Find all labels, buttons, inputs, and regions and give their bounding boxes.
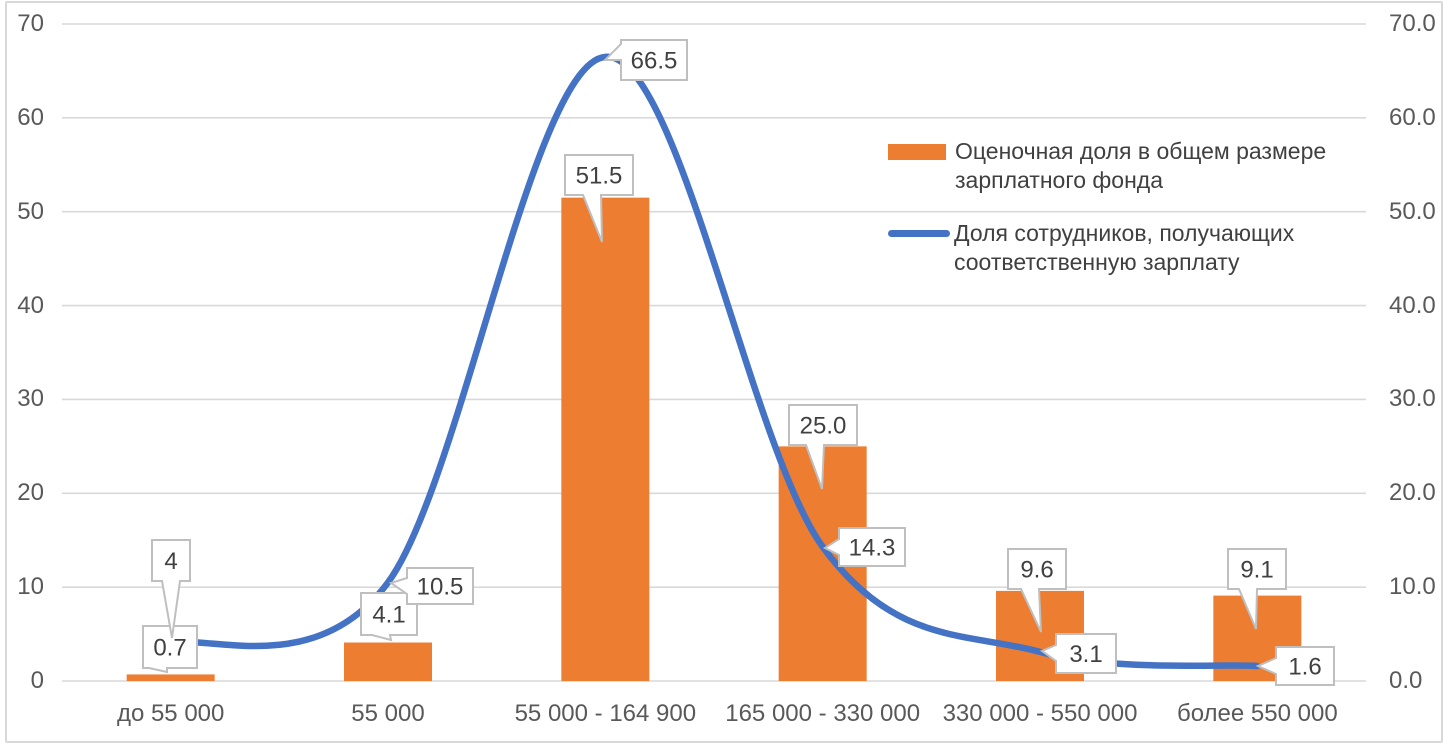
line-series [167,53,1261,670]
data-callout [388,567,474,605]
data-callout [564,154,634,243]
legend-label-line-series: Доля сотрудников, получающих соответстве… [954,220,1295,275]
legend-entry-line-series: Доля сотрудников, получающих соответстве… [888,219,1368,277]
data-callout-value: 4 [164,548,177,575]
data-callout [602,39,688,81]
data-callout-value: 14.3 [849,535,896,562]
data-callout [142,625,198,674]
data-callout [151,539,191,639]
data-callout-value: 0.7 [153,635,186,662]
data-callout-value: 4.1 [372,602,405,629]
data-callout-value: 25.0 [800,413,847,440]
data-callout-value: 3.1 [1069,641,1102,668]
data-callout [1227,548,1287,630]
data-callout-value: 9.6 [1020,557,1053,584]
legend-label-bar-series: Оценочная доля в общем размере зарплатно… [955,138,1327,193]
legend: Оценочная доля в общем размере зарплатно… [888,137,1368,277]
bar-series-swatch-icon [888,144,946,160]
legend-entry-bar-series: Оценочная доля в общем размере зарплатно… [888,137,1368,195]
data-callout [1039,633,1117,674]
line-series-swatch-icon [888,230,950,237]
data-callout-value: 1.6 [1288,654,1321,681]
chart-frame [5,1,1443,743]
data-callout-value: 66.5 [631,48,678,75]
bar [561,197,650,681]
data-callout [788,404,858,490]
data-callout-value: 10.5 [417,574,464,601]
data-callout [1255,646,1335,686]
bar [126,674,215,681]
bar [344,642,432,681]
data-callout [822,527,906,567]
data-callout-value: 51.5 [576,163,623,190]
data-callout-value: 9.1 [1240,557,1273,584]
data-callout [1007,548,1067,633]
